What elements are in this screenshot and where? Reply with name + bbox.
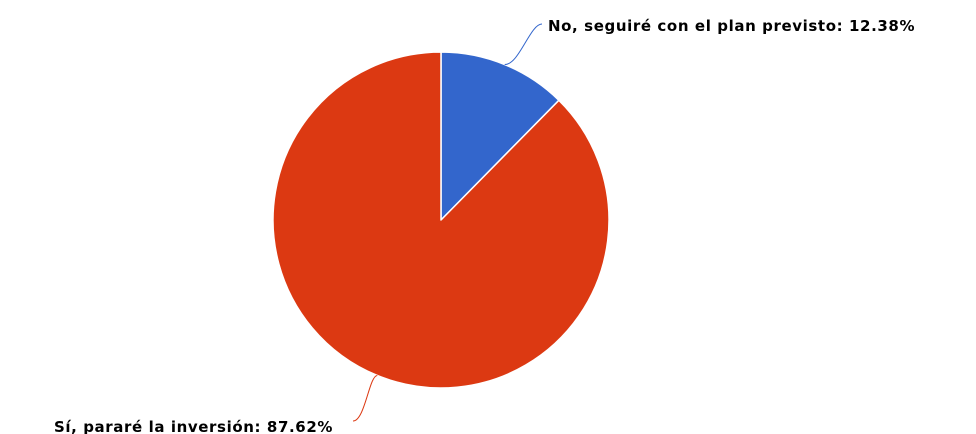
- connector-line-si: [352, 374, 378, 422]
- label-connectors: [352, 23, 543, 422]
- pie-slices: [272, 51, 610, 389]
- pie-slice-si[interactable]: [272, 51, 610, 389]
- slice-label-no: No, seguiré con el plan previsto: 12.38%: [548, 17, 915, 35]
- connector-line-no: [504, 23, 543, 66]
- pie-slice-no[interactable]: [440, 51, 560, 221]
- slice-label-si: Sí, pararé la inversión: 87.62%: [54, 418, 333, 434]
